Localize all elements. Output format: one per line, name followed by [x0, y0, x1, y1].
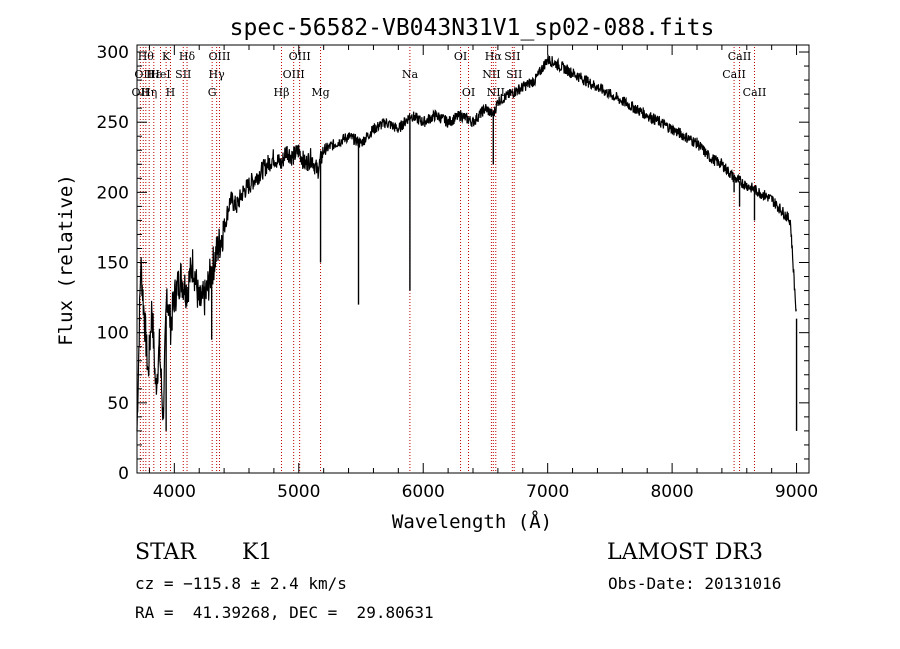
y-tick-label-6: 300: [97, 43, 129, 63]
line-label-0: OII: [132, 86, 150, 99]
redshift-text: cz = −115.8 ± 2.4 km/s: [135, 574, 347, 593]
line-label-2: Hθ: [138, 50, 155, 63]
line-label-5: HeI: [150, 68, 170, 81]
line-label-11: Hγ: [209, 68, 226, 81]
line-label-23: SII: [504, 50, 520, 63]
line-label-16: Mg: [311, 86, 329, 99]
y-tick-label-3: 150: [97, 254, 129, 274]
line-label-13: Hβ: [274, 86, 290, 99]
x-tick-label-4: 8000: [650, 482, 693, 502]
object-subclass: K1: [242, 540, 273, 565]
line-label-25: CaII: [722, 68, 746, 81]
line-label-4: Hε: [146, 68, 162, 81]
line-label-12: OIII: [208, 50, 230, 63]
plot-frame: [136, 44, 810, 474]
line-label-19: OI: [462, 86, 475, 99]
line-label-7: H: [166, 86, 176, 99]
line-label-22: NII: [487, 86, 505, 99]
line-label-27: CaII: [743, 86, 767, 99]
y-tick-label-2: 100: [97, 324, 129, 344]
y-tick-label-0: 0: [118, 464, 129, 484]
y-axis-label: Flux (relative): [55, 174, 77, 346]
line-label-10: G: [208, 86, 217, 99]
line-label-20: NII: [482, 68, 500, 81]
line-label-17: Na: [402, 68, 419, 81]
x-tick-label-1: 5000: [277, 482, 320, 502]
y-tick-label-1: 50: [107, 394, 129, 414]
series-layer: [136, 54, 798, 432]
y-tick-label-4: 200: [97, 183, 129, 203]
x-axis-label: Wavelength (Å): [392, 510, 552, 533]
obs-date: Obs-Date: 20131016: [608, 574, 782, 593]
x-tick-label-2: 6000: [402, 482, 445, 502]
survey-name: LAMOST DR3: [607, 540, 763, 565]
y-tick-label-5: 250: [97, 113, 129, 133]
coordinates-text: RA = 41.39268, DEC = 29.80631: [135, 603, 434, 622]
line-label-6: K: [162, 50, 171, 63]
x-tick-label-5: 9000: [775, 482, 818, 502]
line-label-14: OIII: [283, 68, 305, 81]
spectrum-line: [136, 54, 797, 432]
line-label-18: OI: [454, 50, 467, 63]
x-tick-label-3: 7000: [526, 482, 569, 502]
line-label-26: CaII: [728, 50, 752, 63]
line-label-24: SII: [506, 68, 522, 81]
axis-ticks: 4000 5000 6000 7000 8000 9000 0 50 100 150 200 250 3…: [97, 43, 819, 502]
line-label-8: SII: [175, 68, 191, 81]
line-label-21: Hα: [485, 50, 503, 63]
chart-title: spec-56582-VB043N31V1_sp02-088.fits: [230, 15, 715, 41]
line-label-3: Hη: [141, 86, 157, 99]
line-label-1: OII: [134, 68, 152, 81]
line-label-9: Hδ: [179, 50, 196, 63]
object-class: STAR: [135, 540, 196, 565]
line-label-15: OIII: [289, 50, 311, 63]
x-tick-label-0: 4000: [153, 482, 196, 502]
